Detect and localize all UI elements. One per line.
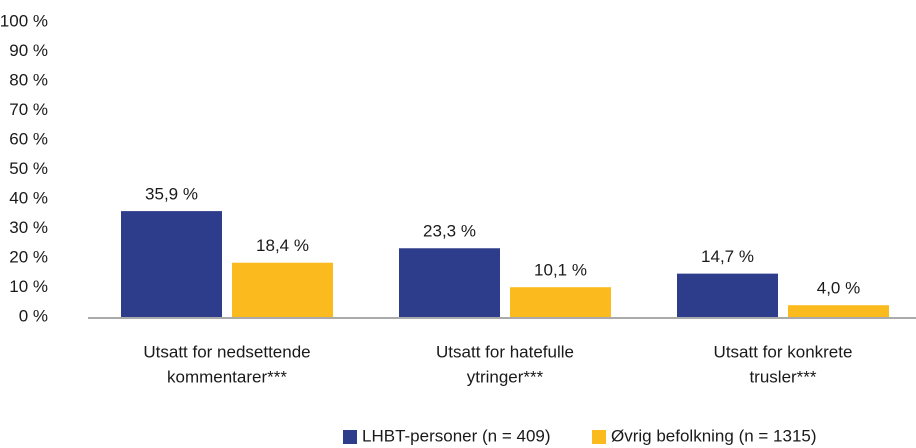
y-tick-label: 60 % [9, 129, 48, 148]
y-tick-label: 20 % [9, 247, 48, 266]
x-tick-label: Utsatt for konkrete [714, 342, 853, 361]
x-tick-label: trusler*** [749, 367, 816, 386]
bar [121, 211, 222, 317]
legend-swatch [592, 430, 606, 444]
legend-label: Øvrig befolkning (n = 1315) [611, 426, 817, 445]
y-tick-label: 80 % [9, 70, 48, 89]
bar [788, 305, 889, 317]
legend-swatch [343, 430, 357, 444]
bar [510, 287, 611, 317]
y-tick-label: 70 % [9, 100, 48, 119]
y-tick-label: 10 % [9, 277, 48, 296]
value-label: 14,7 % [701, 247, 754, 266]
y-tick-label: 30 % [9, 218, 48, 237]
y-tick-label: 50 % [9, 159, 48, 178]
x-tick-label: kommentarer*** [167, 367, 287, 386]
value-label: 18,4 % [256, 236, 309, 255]
y-tick-label: 90 % [9, 41, 48, 60]
value-label: 35,9 % [145, 185, 198, 204]
x-tick-label: Utsatt for hatefulle [436, 342, 574, 361]
x-tick-label: ytringer*** [467, 367, 544, 386]
legend-label: LHBT-personer (n = 409) [362, 426, 551, 445]
y-tick-label: 100 % [0, 11, 48, 30]
value-label: 23,3 % [423, 222, 476, 241]
x-tick-label: Utsatt for nedsettende [143, 342, 310, 361]
bar [232, 262, 333, 317]
value-label: 4,0 % [817, 279, 860, 298]
value-label: 10,1 % [534, 261, 587, 280]
y-tick-label: 40 % [9, 188, 48, 207]
bar [677, 273, 778, 317]
bar [399, 248, 500, 317]
y-tick-label: 0 % [19, 306, 48, 325]
